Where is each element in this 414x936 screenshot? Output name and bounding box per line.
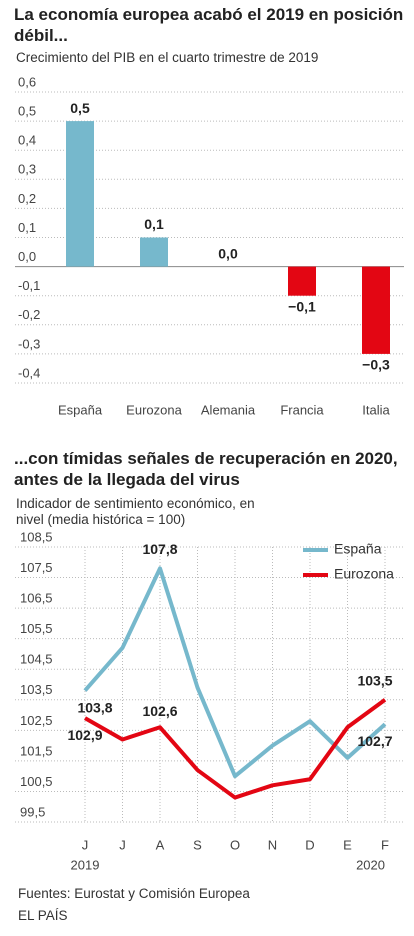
line	[84, 698, 387, 800]
x-tick-label: S	[193, 837, 202, 852]
bar	[66, 121, 94, 267]
x-tick-label: A	[156, 837, 165, 852]
y-tick-label: 101,5	[20, 743, 53, 758]
chart-title: La economía europea acabó el 2019 en pos…	[14, 5, 404, 45]
source: Fuentes: Eurostat y Comisión Europea	[18, 886, 250, 901]
x-tick-label: J	[82, 837, 89, 852]
credit: EL PAÍS	[18, 908, 68, 923]
value-label: 102,9	[67, 727, 102, 743]
value-label: −0,1	[288, 298, 316, 314]
x-tick-label: J	[119, 837, 126, 852]
y-tick-label: 0,6	[18, 74, 36, 89]
legend-label: España	[334, 541, 382, 557]
x-tick-label: España	[58, 402, 103, 417]
y-tick-label: 102,5	[20, 713, 53, 728]
x-tick-label: Eurozona	[126, 402, 182, 417]
chart-subtitle: Crecimiento del PIB en el cuarto trimest…	[16, 50, 319, 65]
y-tick-label: 100,5	[20, 774, 53, 789]
value-label: −0,3	[362, 357, 390, 373]
x-tick-label: Alemania	[201, 402, 256, 417]
y-tick-label: 0,1	[18, 220, 36, 235]
y-tick-label: -0,3	[18, 336, 40, 351]
x-sublabel: 2019	[71, 857, 100, 872]
value-label: 102,6	[142, 703, 177, 719]
x-tick-label: E	[343, 837, 352, 852]
y-tick-label: 0,2	[18, 191, 36, 206]
x-tick-label: F	[381, 837, 389, 852]
y-tick-label: 0,0	[18, 249, 36, 264]
y-tick-label: 107,5	[20, 560, 53, 575]
chart-subtitle: Indicador de sentimiento económico, en n…	[16, 496, 255, 527]
bar	[362, 266, 390, 354]
x-tick-label: Francia	[280, 402, 324, 417]
legend-label: Eurozona	[334, 566, 394, 582]
y-tick-label: 99,5	[20, 804, 45, 819]
chart-title: ...con tímidas señales de recuperación e…	[14, 449, 398, 489]
y-tick-label: 0,3	[18, 162, 36, 177]
bar	[288, 266, 316, 296]
y-tick-label: 0,5	[18, 104, 36, 119]
y-tick-label: -0,2	[18, 307, 40, 322]
y-tick-label: 106,5	[20, 591, 53, 606]
x-tick-label: N	[268, 837, 277, 852]
value-label: 0,0	[218, 245, 238, 261]
y-tick-label: 105,5	[20, 621, 53, 636]
y-tick-label: 103,5	[20, 682, 53, 697]
value-label: 0,5	[70, 100, 90, 116]
value-label: 102,7	[357, 733, 392, 749]
bar	[140, 237, 168, 267]
y-tick-label: 108,5	[20, 529, 53, 544]
y-tick-label: -0,4	[18, 365, 40, 380]
x-tick-label: D	[305, 837, 314, 852]
y-tick-label: -0,1	[18, 278, 40, 293]
x-tick-label: Italia	[362, 402, 390, 417]
y-tick-label: 104,5	[20, 652, 53, 667]
value-label: 107,8	[142, 541, 177, 557]
value-label: 103,5	[357, 672, 392, 688]
y-tick-label: 0,4	[18, 133, 36, 148]
value-label: 0,1	[144, 216, 164, 232]
value-label: 103,8	[77, 699, 112, 715]
x-sublabel: 2020	[356, 857, 385, 872]
x-tick-label: O	[230, 837, 240, 852]
